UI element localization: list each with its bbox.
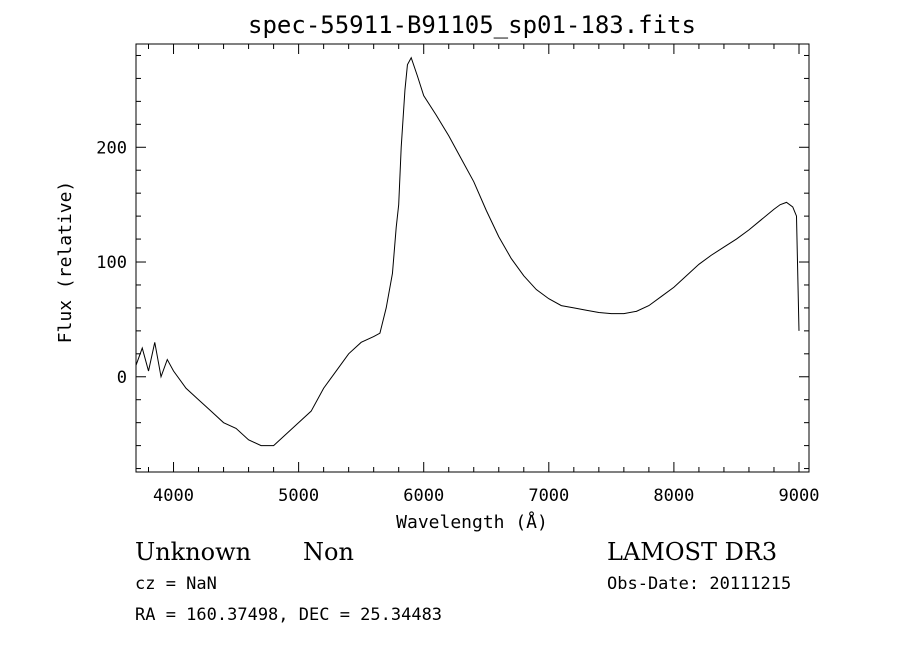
x-tick-label: 9000 bbox=[779, 486, 820, 506]
subclass-label: Non bbox=[303, 538, 354, 566]
x-tick-label: 4000 bbox=[153, 486, 194, 506]
coords-label: RA = 160.37498, DEC = 25.34483 bbox=[135, 605, 442, 625]
obs-date-label: Obs-Date: 20111215 bbox=[607, 574, 791, 594]
plot-frame bbox=[135, 43, 810, 473]
ticks-layer bbox=[136, 44, 809, 472]
x-tick-label: 6000 bbox=[403, 486, 444, 506]
y-tick-label: 0 bbox=[117, 368, 127, 388]
y-tick-label: 100 bbox=[96, 253, 127, 273]
x-axis-label: Wavelength (Å) bbox=[396, 511, 548, 533]
cz-label: cz = NaN bbox=[135, 574, 217, 594]
spectrum-line bbox=[135, 56, 800, 447]
tick-labels-layer: 4000 5000 6000 7000 8000 9000 0 100 200 bbox=[96, 138, 819, 506]
survey-label: LAMOST DR3 bbox=[607, 538, 777, 566]
y-tick-label: 200 bbox=[96, 138, 127, 158]
x-tick-label: 7000 bbox=[528, 486, 569, 506]
chart-title: spec-55911-B91105_sp01-183.fits bbox=[248, 11, 696, 39]
y-axis-label: Flux (relative) bbox=[55, 181, 76, 344]
class-label: Unknown bbox=[135, 538, 251, 566]
x-tick-label: 8000 bbox=[653, 486, 694, 506]
x-tick-label: 5000 bbox=[278, 486, 319, 506]
